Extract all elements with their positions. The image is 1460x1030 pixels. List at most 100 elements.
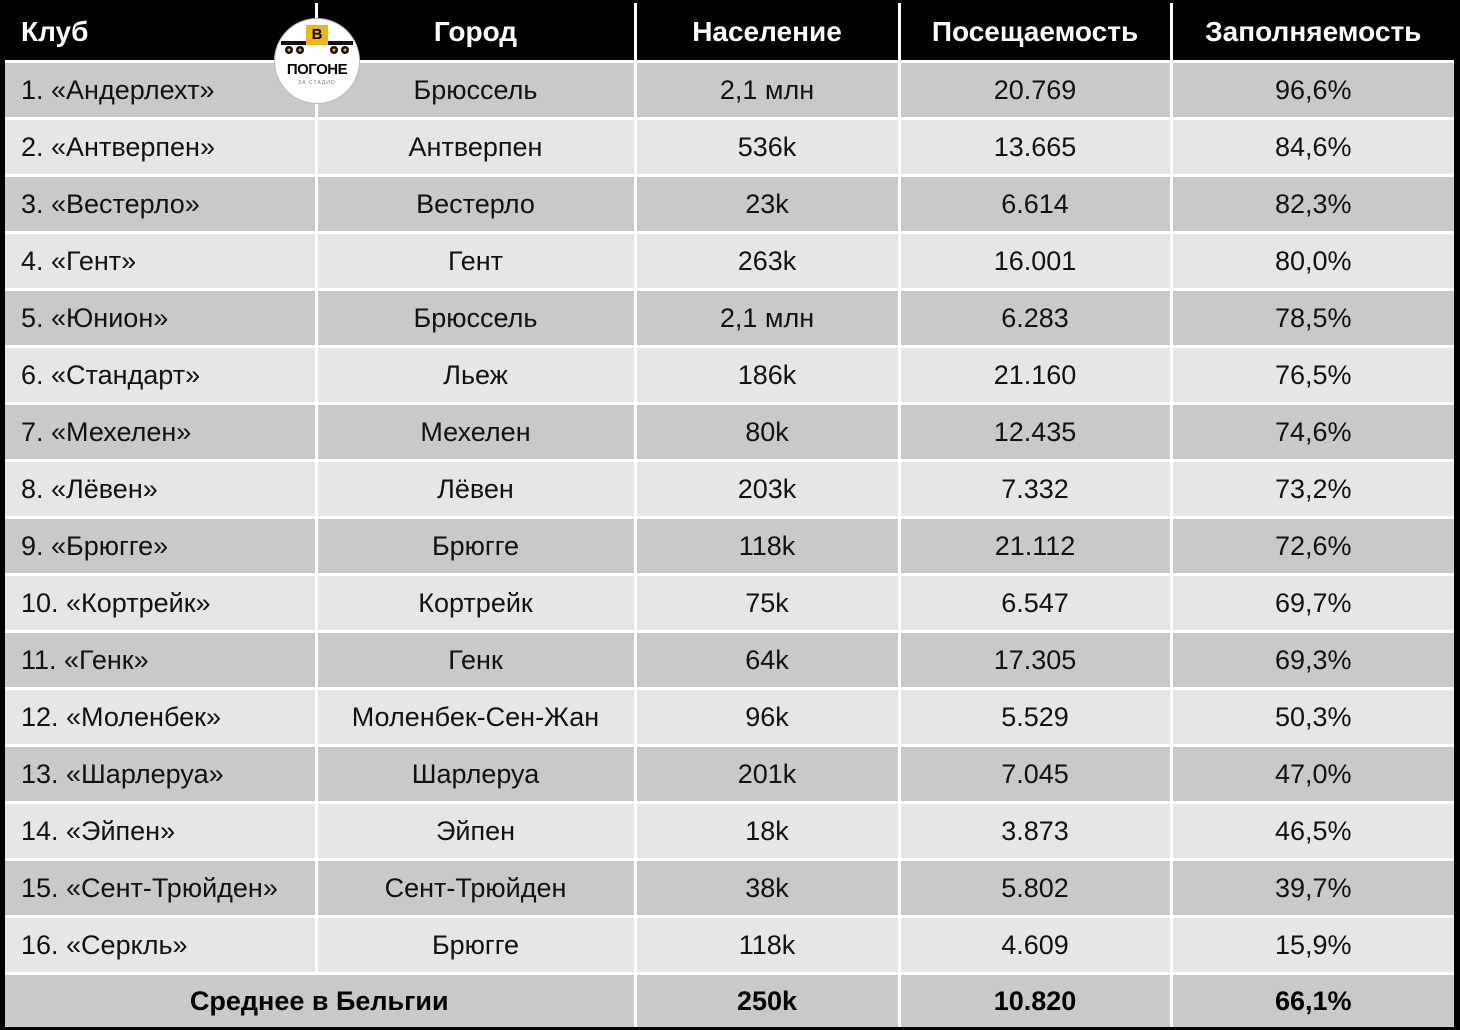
table-row: 9. «Брюгге» Брюгге 118k 21.112 72,6% bbox=[5, 516, 1454, 575]
logo-letter: В bbox=[306, 25, 328, 45]
cell-city: Мехелен bbox=[314, 402, 635, 461]
cell-city: Брюгге bbox=[314, 915, 635, 974]
cell-population: 64k bbox=[633, 630, 899, 689]
table-row: 2. «Антверпен» Антверпен 536k 13.665 84,6% bbox=[5, 117, 1454, 176]
table-row: 12. «Моленбек» Моленбек-Сен-Жан 96k 5.529 50… bbox=[5, 687, 1454, 746]
cell-club: 11. «Генк» bbox=[5, 630, 316, 689]
cell-population: 96k bbox=[633, 687, 899, 746]
header-club: Клуб bbox=[5, 3, 316, 62]
table-row: 7. «Мехелен» Мехелен 80k 12.435 74,6% bbox=[5, 402, 1454, 461]
cell-city: Шарлеруа bbox=[314, 744, 635, 803]
cell-population: 263k bbox=[633, 231, 899, 290]
table-row: 15. «Сент-Трюйден» Сент-Трюйден 38k 5.802 39… bbox=[5, 858, 1454, 917]
cell-occupancy: 69,3% bbox=[1169, 630, 1454, 689]
cell-occupancy: 50,3% bbox=[1169, 687, 1454, 746]
cell-occupancy: 72,6% bbox=[1169, 516, 1454, 575]
average-attendance: 10.820 bbox=[897, 972, 1171, 1027]
cell-occupancy: 82,3% bbox=[1169, 174, 1454, 233]
table-row: 13. «Шарлеруа» Шарлеруа 201k 7.045 47,0% bbox=[5, 744, 1454, 803]
cell-occupancy: 76,5% bbox=[1169, 345, 1454, 404]
cell-attendance: 3.873 bbox=[897, 801, 1171, 860]
cell-attendance: 6.614 bbox=[897, 174, 1171, 233]
table-row: 10. «Кортрейк» Кортрейк 75k 6.547 69,7% bbox=[5, 573, 1454, 632]
cell-attendance: 7.332 bbox=[897, 459, 1171, 518]
cell-attendance: 5.529 bbox=[897, 687, 1171, 746]
cell-occupancy: 80,0% bbox=[1169, 231, 1454, 290]
cell-occupancy: 15,9% bbox=[1169, 915, 1454, 974]
table-row: 5. «Юнион» Брюссель 2,1 млн 6.283 78,5% bbox=[5, 288, 1454, 347]
cell-occupancy: 74,6% bbox=[1169, 402, 1454, 461]
cell-occupancy: 46,5% bbox=[1169, 801, 1454, 860]
cell-city: Вестерло bbox=[314, 174, 635, 233]
cell-club: 6. «Стандарт» bbox=[5, 345, 316, 404]
cell-population: 536k bbox=[633, 117, 899, 176]
cell-occupancy: 96,6% bbox=[1169, 60, 1454, 119]
cell-population: 118k bbox=[633, 516, 899, 575]
cell-population: 80k bbox=[633, 402, 899, 461]
cell-population: 2,1 млн bbox=[633, 60, 899, 119]
cell-population: 203k bbox=[633, 459, 899, 518]
header-row: Клуб Город Население Посещаемость Заполн… bbox=[5, 3, 1454, 62]
table-row: 16. «Серкль» Брюгге 118k 4.609 15,9% bbox=[5, 915, 1454, 974]
cell-city: Брюгге bbox=[314, 516, 635, 575]
cell-attendance: 20.769 bbox=[897, 60, 1171, 119]
cell-city: Льеж bbox=[314, 345, 635, 404]
cell-attendance: 4.609 bbox=[897, 915, 1171, 974]
cell-occupancy: 69,7% bbox=[1169, 573, 1454, 632]
table-row: 6. «Стандарт» Льеж 186k 21.160 76,5% bbox=[5, 345, 1454, 404]
cell-city: Генк bbox=[314, 630, 635, 689]
header-city: Город bbox=[314, 3, 635, 62]
attendance-table: Клуб Город Население Посещаемость Заполн… bbox=[5, 3, 1454, 1027]
cell-city: Брюссель bbox=[314, 60, 635, 119]
cell-city: Лёвен bbox=[314, 459, 635, 518]
table-row: 14. «Эйпен» Эйпен 18k 3.873 46,5% bbox=[5, 801, 1454, 860]
cell-club: 16. «Серкль» bbox=[5, 915, 316, 974]
cell-population: 75k bbox=[633, 573, 899, 632]
cell-club: 13. «Шарлеруа» bbox=[5, 744, 316, 803]
average-population: 250k bbox=[633, 972, 899, 1027]
cell-club: 15. «Сент-Трюйден» bbox=[5, 858, 316, 917]
table-row: 11. «Генк» Генк 64k 17.305 69,3% bbox=[5, 630, 1454, 689]
cell-population: 23k bbox=[633, 174, 899, 233]
cell-attendance: 6.547 bbox=[897, 573, 1171, 632]
cell-attendance: 16.001 bbox=[897, 231, 1171, 290]
logo-subtitle: ЗА СТАДИО bbox=[298, 80, 336, 86]
cell-club: 7. «Мехелен» bbox=[5, 402, 316, 461]
cell-occupancy: 73,2% bbox=[1169, 459, 1454, 518]
cell-club: 2. «Антверпен» bbox=[5, 117, 316, 176]
header-attendance: Посещаемость bbox=[897, 3, 1171, 62]
cell-population: 186k bbox=[633, 345, 899, 404]
cell-attendance: 5.802 bbox=[897, 858, 1171, 917]
cell-population: 38k bbox=[633, 858, 899, 917]
table-row: 3. «Вестерло» Вестерло 23k 6.614 82,3% bbox=[5, 174, 1454, 233]
table-body: 1. «Андерлехт» Брюссель 2,1 млн 20.769 96,6%… bbox=[5, 60, 1454, 974]
cell-city: Гент bbox=[314, 231, 635, 290]
average-row: Среднее в Бельгии 250k 10.820 66,1% bbox=[5, 972, 1454, 1027]
cell-occupancy: 47,0% bbox=[1169, 744, 1454, 803]
table-row: 8. «Лёвен» Лёвен 203k 7.332 73,2% bbox=[5, 459, 1454, 518]
cell-attendance: 6.283 bbox=[897, 288, 1171, 347]
average-occupancy: 66,1% bbox=[1169, 972, 1454, 1027]
cell-population: 118k bbox=[633, 915, 899, 974]
cell-club: 9. «Брюгге» bbox=[5, 516, 316, 575]
cell-club: 5. «Юнион» bbox=[5, 288, 316, 347]
cell-occupancy: 39,7% bbox=[1169, 858, 1454, 917]
cell-occupancy: 78,5% bbox=[1169, 288, 1454, 347]
header-population: Население bbox=[633, 3, 899, 62]
cell-city: Брюссель bbox=[314, 288, 635, 347]
cell-club: 10. «Кортрейк» bbox=[5, 573, 316, 632]
cell-city: Кортрейк bbox=[314, 573, 635, 632]
brand-logo: В ПОГОНЕ ЗА СТАДИО bbox=[274, 18, 360, 104]
cell-population: 18k bbox=[633, 801, 899, 860]
cell-attendance: 7.045 bbox=[897, 744, 1171, 803]
cell-population: 201k bbox=[633, 744, 899, 803]
cell-club: 8. «Лёвен» bbox=[5, 459, 316, 518]
cell-club: 1. «Андерлехт» bbox=[5, 60, 316, 119]
cell-city: Антверпен bbox=[314, 117, 635, 176]
cell-city: Сент-Трюйден bbox=[314, 858, 635, 917]
cell-attendance: 12.435 bbox=[897, 402, 1171, 461]
header-occupancy: Заполняемость bbox=[1169, 3, 1454, 62]
cell-club: 12. «Моленбек» bbox=[5, 687, 316, 746]
cell-city: Моленбек-Сен-Жан bbox=[314, 687, 635, 746]
